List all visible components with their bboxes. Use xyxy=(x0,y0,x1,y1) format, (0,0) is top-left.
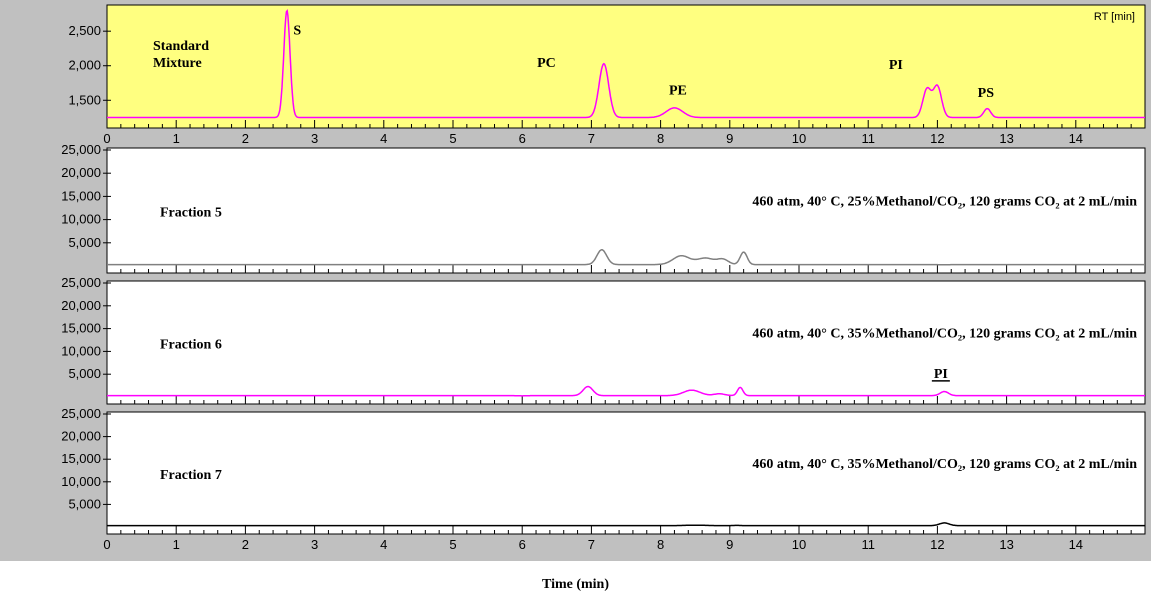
fraction5-y-tick-label: 25,000 xyxy=(61,142,101,157)
fraction7-x-tick-label: 12 xyxy=(930,537,944,552)
standard-x-tick-label: 13 xyxy=(999,131,1013,146)
fraction7-x-tick-label: 8 xyxy=(657,537,664,552)
fraction6-y-tick-label: 5,000 xyxy=(68,366,101,381)
fraction5-y-tick-label: 10,000 xyxy=(61,212,101,227)
fraction7-x-tick-label: 13 xyxy=(999,537,1013,552)
fraction5-sample-label: Fraction 5 xyxy=(160,206,222,221)
fraction6-y-tick-label: 25,000 xyxy=(61,275,101,290)
fraction7-x-tick-label: 0 xyxy=(103,537,110,552)
standard-corner-label: RT [min] xyxy=(1094,11,1135,23)
standard-peak-label: PI xyxy=(889,58,903,73)
standard-x-tick-label: 6 xyxy=(519,131,526,146)
fraction7-x-tick-label: 3 xyxy=(311,537,318,552)
standard-signal-trace xyxy=(107,8,1145,119)
fraction7-condition-label: 460 atm, 40° C, 35%Methanol/CO₂, 120 gra… xyxy=(752,457,1137,472)
standard-x-tick-label: 8 xyxy=(657,131,664,146)
standard-x-tick-label: 11 xyxy=(861,131,875,146)
standard-y-tick-label: 1,500 xyxy=(68,92,101,107)
standard-y-tick-label: 2,000 xyxy=(68,58,101,73)
fraction6-y-tick-label: 10,000 xyxy=(61,343,101,358)
fraction7-sample-label: Fraction 7 xyxy=(160,468,222,483)
standard-x-tick-label: 10 xyxy=(792,131,806,146)
fraction7-x-tick-label: 6 xyxy=(519,537,526,552)
fraction7-x-tick-label: 2 xyxy=(242,537,249,552)
standard-x-tick-label: 14 xyxy=(1069,131,1083,146)
standard-x-tick-label: 3 xyxy=(311,131,318,146)
fraction5-y-tick-label: 20,000 xyxy=(61,165,101,180)
fraction7-x-tick-label: 14 xyxy=(1069,537,1083,552)
standard-y-tick-label: 2,500 xyxy=(68,23,101,38)
fraction6-y-tick-label: 15,000 xyxy=(61,321,101,336)
standard-sample-label: Mixture xyxy=(153,56,202,71)
fraction7-x-tick-label: 11 xyxy=(861,537,875,552)
fraction5-y-tick-label: 5,000 xyxy=(68,235,101,250)
standard-sample-label: Standard xyxy=(153,39,209,54)
fraction5-signal-trace xyxy=(107,249,1145,266)
fraction7-y-tick-label: 10,000 xyxy=(61,474,101,489)
fraction6-peak-label: PI xyxy=(934,367,948,382)
fraction6-signal-trace xyxy=(107,385,1145,397)
fraction5-y-tick-label: 15,000 xyxy=(61,188,101,203)
fraction7-signal-trace xyxy=(107,522,1145,527)
standard-peak-label: PC xyxy=(537,56,556,71)
standard-x-tick-label: 12 xyxy=(930,131,944,146)
standard-x-tick-label: 5 xyxy=(449,131,456,146)
x-axis-title: Time (min) xyxy=(541,577,609,592)
standard-x-tick-label: 9 xyxy=(726,131,733,146)
fraction7-x-tick-label: 10 xyxy=(792,537,806,552)
fraction6-condition-label: 460 atm, 40° C, 35%Methanol/CO₂, 120 gra… xyxy=(752,327,1137,342)
standard-peak-label: S xyxy=(293,24,301,39)
fraction7-y-tick-label: 25,000 xyxy=(61,406,101,421)
fraction7-x-tick-label: 5 xyxy=(449,537,456,552)
fraction7-y-tick-label: 15,000 xyxy=(61,451,101,466)
fraction6-sample-label: Fraction 6 xyxy=(160,338,222,353)
fraction5-condition-label: 460 atm, 40° C, 25%Methanol/CO₂, 120 gra… xyxy=(752,195,1137,210)
standard-peak-label: PE xyxy=(669,84,687,99)
fraction7-y-tick-label: 20,000 xyxy=(61,429,101,444)
fraction6-y-tick-label: 20,000 xyxy=(61,298,101,313)
fraction7-x-tick-label: 7 xyxy=(588,537,595,552)
fraction7-x-tick-label: 9 xyxy=(726,537,733,552)
standard-x-tick-label: 0 xyxy=(103,131,110,146)
fraction6-plot-area xyxy=(106,280,1146,405)
standard-x-tick-label: 7 xyxy=(588,131,595,146)
standard-x-tick-label: 1 xyxy=(173,131,180,146)
fraction7-x-tick-label: 4 xyxy=(380,537,387,552)
standard-x-tick-label: 4 xyxy=(380,131,387,146)
fraction7-plot-area xyxy=(106,411,1146,535)
fraction7-y-tick-label: 5,000 xyxy=(68,496,101,511)
fraction5-plot-area xyxy=(106,147,1146,274)
standard-peak-label: PS xyxy=(978,86,995,101)
standard-x-tick-label: 2 xyxy=(242,131,249,146)
fraction7-x-tick-label: 1 xyxy=(173,537,180,552)
